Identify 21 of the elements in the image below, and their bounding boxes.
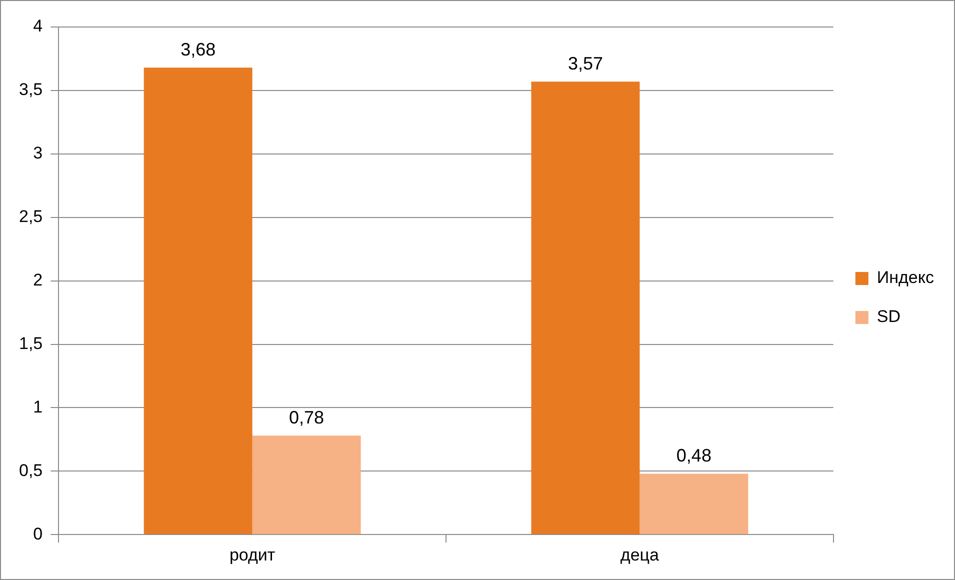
- y-tick-label: 2,5: [18, 207, 43, 226]
- data-label: 3,57: [568, 54, 603, 74]
- y-tick-label: 1,5: [18, 334, 43, 353]
- y-tick-label: 0: [33, 524, 43, 544]
- bar: [144, 68, 252, 534]
- legend-label: SD: [876, 307, 901, 326]
- y-tick-label: 3: [33, 144, 43, 163]
- bar: [640, 474, 748, 534]
- y-tick-label: 3,5: [18, 80, 43, 100]
- y-tick-label: 2: [33, 270, 43, 290]
- x-tick-label: деца: [620, 545, 660, 564]
- y-tick-label: 4: [33, 16, 43, 36]
- data-label: 3,68: [180, 40, 216, 60]
- x-tick-label: родит: [229, 545, 276, 564]
- bar: [531, 82, 640, 534]
- y-tick-label: 1: [33, 397, 43, 416]
- data-label: 0,78: [289, 408, 324, 428]
- bar: [252, 436, 361, 534]
- y-tick-label: 0,5: [18, 460, 43, 480]
- legend-label: Индекс: [876, 268, 934, 288]
- data-label: 0,48: [676, 446, 712, 466]
